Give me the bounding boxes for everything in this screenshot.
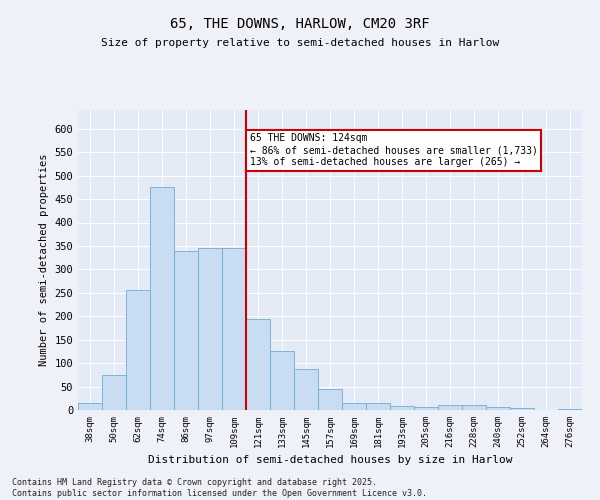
Bar (78, 403, 102, 410)
X-axis label: Distribution of semi-detached houses by size in Harlow: Distribution of semi-detached houses by … (148, 456, 512, 466)
Bar (198, 248, 222, 410)
Bar (246, 318, 270, 410)
Bar (438, 406, 462, 410)
Bar (366, 403, 390, 410)
Text: 65, THE DOWNS, HARLOW, CM20 3RF: 65, THE DOWNS, HARLOW, CM20 3RF (170, 18, 430, 32)
Text: Size of property relative to semi-detached houses in Harlow: Size of property relative to semi-detach… (101, 38, 499, 48)
Bar (294, 369, 318, 410)
Bar (126, 290, 150, 410)
Bar (270, 352, 294, 410)
Bar (174, 250, 198, 410)
Bar (462, 406, 486, 410)
Text: Contains HM Land Registry data © Crown copyright and database right 2025.
Contai: Contains HM Land Registry data © Crown c… (12, 478, 427, 498)
Bar (222, 248, 246, 410)
Y-axis label: Number of semi-detached properties: Number of semi-detached properties (39, 154, 49, 366)
Bar (414, 407, 438, 410)
Bar (558, 408, 582, 410)
Text: 65 THE DOWNS: 124sqm
← 86% of semi-detached houses are smaller (1,733)
13% of se: 65 THE DOWNS: 124sqm ← 86% of semi-detac… (250, 134, 538, 166)
Bar (342, 403, 366, 410)
Bar (102, 375, 126, 410)
Bar (390, 406, 414, 410)
Bar (150, 188, 174, 410)
Bar (486, 407, 510, 410)
Bar (510, 408, 534, 410)
Bar (318, 389, 342, 410)
